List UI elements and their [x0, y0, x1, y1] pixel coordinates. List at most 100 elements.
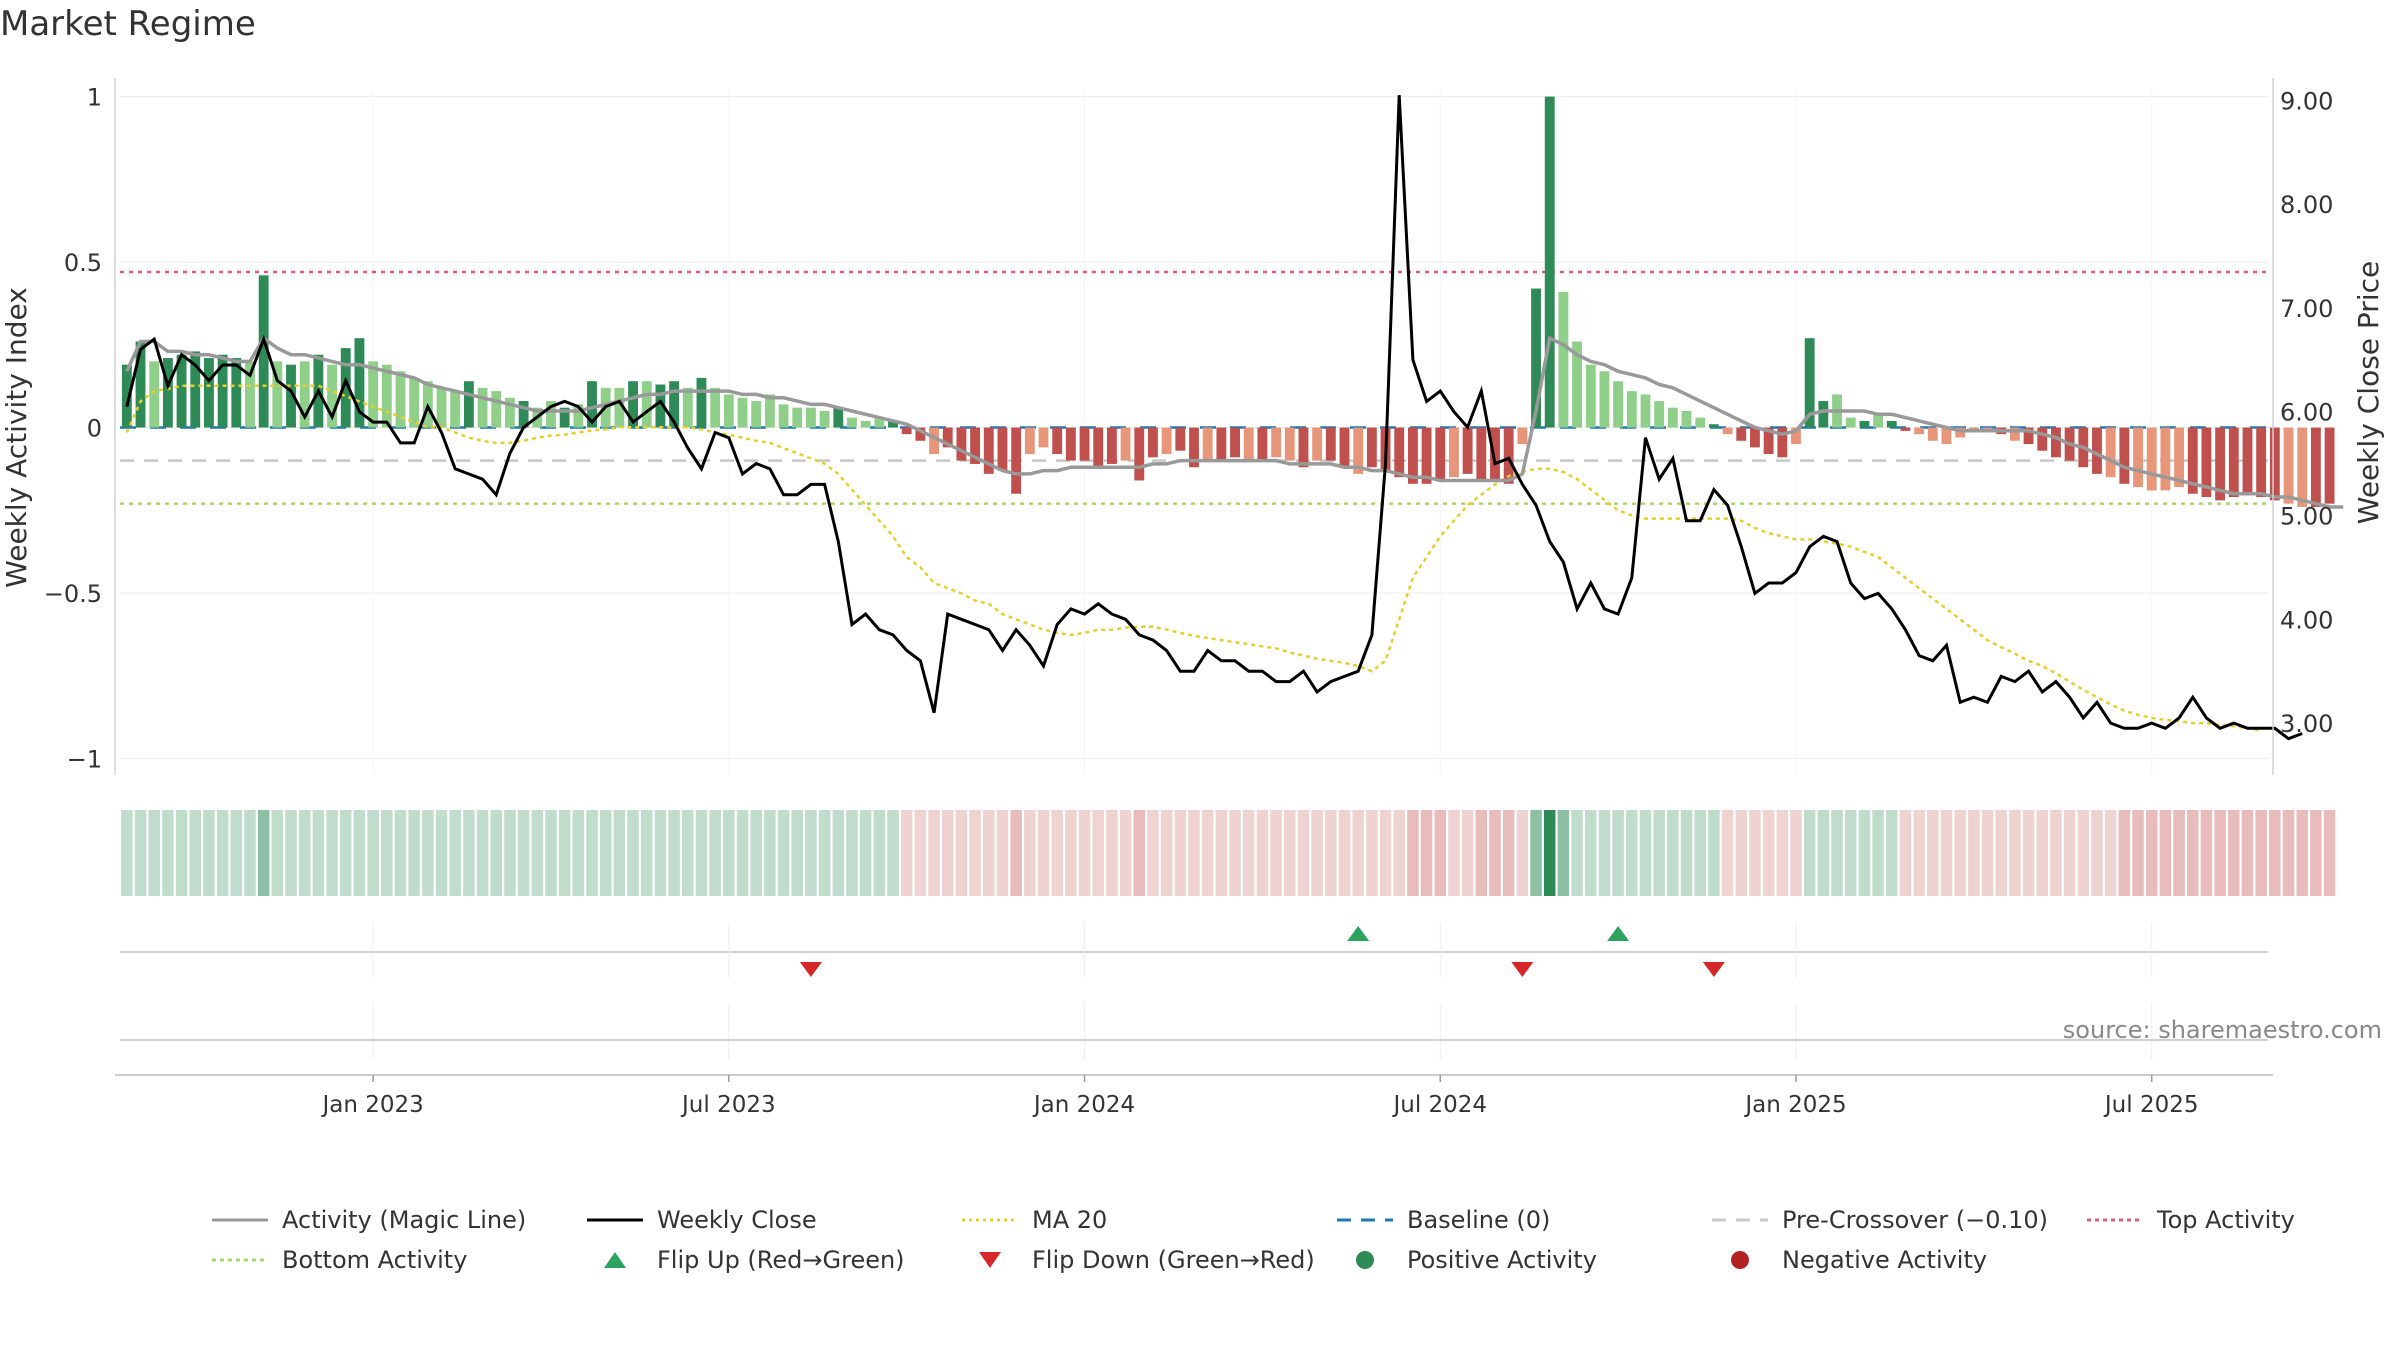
legend-label: Bottom Activity: [282, 1246, 468, 1274]
activity-bar: [272, 361, 283, 428]
legend-label: Flip Down (Green→Red): [1032, 1246, 1315, 1274]
activity-bar: [874, 417, 885, 428]
regime-strip-cell: [326, 810, 338, 896]
regime-strip-cell: [2173, 810, 2185, 896]
regime-strip-cell: [230, 810, 243, 896]
legend-swatch-top-activity: [2087, 1218, 2143, 1222]
regime-strip-cell: [1366, 810, 1378, 896]
activity-bar: [915, 427, 926, 441]
regime-strip-cell: [1174, 810, 1187, 896]
activity-bar: [2023, 427, 2034, 445]
right-tick-label: 9.00: [2280, 87, 2333, 115]
regime-strip-cell: [777, 810, 790, 896]
regime-strip-cell: [1803, 810, 1816, 896]
activity-bar: [1024, 427, 1035, 455]
regime-strip-cell: [846, 810, 858, 896]
activity-bar: [135, 341, 146, 428]
regime-strip-cell: [408, 810, 420, 896]
activity-bar: [477, 387, 488, 428]
flip-up-icon: [604, 1252, 626, 1268]
regime-strip-cell: [1831, 810, 1843, 896]
regime-strip-cell: [887, 810, 899, 896]
chart-title: Market Regime: [0, 4, 256, 44]
regime-strip-cell: [2145, 810, 2158, 896]
activity-bar: [1093, 427, 1104, 468]
regime-strip-cell: [1325, 810, 1337, 896]
legend: Activity (Magic Line) Weekly Close MA 20…: [210, 1200, 2360, 1280]
activity-bar: [1941, 427, 1952, 445]
activity-bar: [2092, 427, 2102, 474]
regime-strip-cell: [1201, 810, 1214, 896]
left-tick-label: 0: [87, 415, 102, 443]
activity-bar: [1202, 427, 1213, 461]
x-tick-label: Jan 2025: [1743, 1092, 1846, 1118]
activity-bar: [1271, 427, 1282, 458]
activity-bar: [463, 381, 474, 428]
legend-swatch-bottom-activity: [212, 1258, 268, 1262]
regime-strip-cell: [1065, 810, 1077, 896]
activity-bar: [2051, 427, 2061, 458]
legend-item-pre-crossover: Pre-Crossover (−0.10): [1710, 1206, 2085, 1234]
activity-bar: [2324, 427, 2335, 504]
activity-bar: [1613, 381, 1624, 428]
regime-strip-cell: [599, 810, 612, 896]
activity-bar: [2174, 427, 2184, 488]
activity-bar: [1449, 427, 1459, 478]
regime-strip-cell: [203, 810, 215, 896]
regime-strip-cell: [558, 810, 571, 896]
activity-bar: [2133, 427, 2143, 488]
regime-strip-cell: [2296, 810, 2308, 896]
activity-bar: [641, 381, 652, 428]
regime-strip-cell: [1776, 810, 1789, 896]
activity-bar: [1914, 427, 1925, 435]
right-axis-label: Weekly Close Price: [2352, 261, 2385, 524]
flip-down-icon: [979, 1252, 1001, 1268]
right-tick-label: 6.00: [2280, 399, 2333, 427]
legend-swatch-weekly-close: [587, 1218, 643, 1222]
activity-bar: [997, 427, 1008, 471]
activity-bar: [1544, 96, 1555, 428]
regime-strip-cell: [1735, 810, 1748, 896]
activity-bar: [1312, 427, 1323, 461]
positive-dot-icon: [1356, 1251, 1374, 1269]
regime-strip-cell: [1721, 810, 1734, 896]
activity-bar: [1148, 427, 1158, 458]
activity-bar: [1435, 427, 1446, 481]
regime-strip-cell: [2036, 810, 2049, 896]
activity-bar: [805, 407, 816, 428]
activity-bar: [669, 381, 680, 428]
activity-bar: [1654, 401, 1665, 428]
activity-bar: [1517, 427, 1528, 445]
activity-bar: [1462, 427, 1473, 474]
activity-bar: [2215, 427, 2226, 501]
regime-strip-cell: [257, 810, 270, 896]
regime-strip-cell: [2077, 810, 2090, 896]
regime-strip-cell: [1352, 810, 1364, 896]
activity-bar: [518, 401, 529, 428]
legend-item-weekly-close: Weekly Close: [585, 1206, 960, 1234]
activity-bar: [354, 338, 365, 428]
activity-bar: [1681, 410, 1692, 428]
regime-strip-cell: [531, 810, 544, 896]
activity-bar: [1216, 427, 1227, 461]
regime-strip-cell: [367, 810, 379, 896]
activity-bar: [1490, 427, 1500, 481]
activity-bar: [1106, 427, 1117, 464]
regime-strip-cell: [2050, 810, 2062, 896]
regime-strip-cell: [1489, 810, 1501, 896]
regime-strip-cell: [736, 810, 749, 896]
activity-bar: [1243, 427, 1254, 461]
regime-strip-cell: [1954, 810, 1966, 896]
regime-strip-cell: [1968, 810, 1980, 896]
left-tick-label: −1: [67, 745, 102, 773]
right-tick-label: 7.00: [2280, 295, 2333, 323]
activity-bar: [1859, 420, 1870, 428]
regime-strip-cell: [955, 810, 968, 896]
activity-bar: [2187, 427, 2198, 494]
left-tick-label: −0.5: [44, 580, 102, 608]
activity-bar: [436, 387, 447, 428]
regime-strip-cell: [1407, 810, 1419, 896]
legend-item-magic-line: Activity (Magic Line): [210, 1206, 585, 1234]
activity-bar: [1366, 427, 1377, 468]
left-tick-label: 0.5: [64, 249, 102, 277]
